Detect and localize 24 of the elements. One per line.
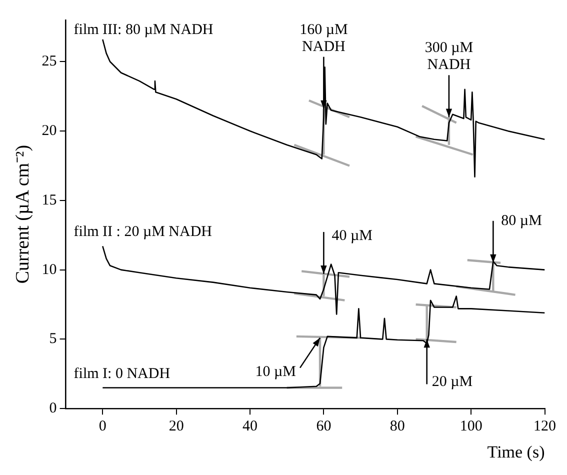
y-axis-title: Current (µA cm⁻²) — [12, 144, 34, 284]
annotation: 40 µM — [332, 228, 372, 244]
y-tick-label: 20 — [42, 122, 57, 139]
annotation: 20 µM — [432, 374, 473, 390]
annotation: 160 µM NADH — [300, 22, 348, 55]
series-label: film II : 20 µM NADH — [74, 224, 212, 240]
annotation: 80 µM — [501, 212, 542, 229]
x-tick-label: 80 — [390, 418, 405, 435]
x-tick-label: 0 — [98, 418, 106, 435]
annotation: 300 µM NADH — [424, 40, 474, 74]
x-tick-label: 120 — [534, 418, 556, 435]
x-tick-label: 20 — [168, 418, 184, 435]
x-axis-title: Time (s) — [487, 442, 545, 462]
x-tick-label: 100 — [460, 418, 482, 435]
y-tick-label: 5 — [49, 331, 57, 348]
y-tick-label: 10 — [42, 262, 57, 278]
series-label: film I: 0 NADH — [74, 366, 170, 382]
x-tick-label: 60 — [316, 418, 332, 435]
y-tick-label: 25 — [42, 54, 57, 70]
annotation: 10 µM — [255, 364, 296, 380]
x-tick-label: 40 — [242, 418, 258, 435]
series-label: film III: 80 µM NADH — [74, 22, 214, 38]
y-tick-label: 15 — [42, 192, 57, 208]
y-tick-label: 0 — [49, 400, 57, 417]
